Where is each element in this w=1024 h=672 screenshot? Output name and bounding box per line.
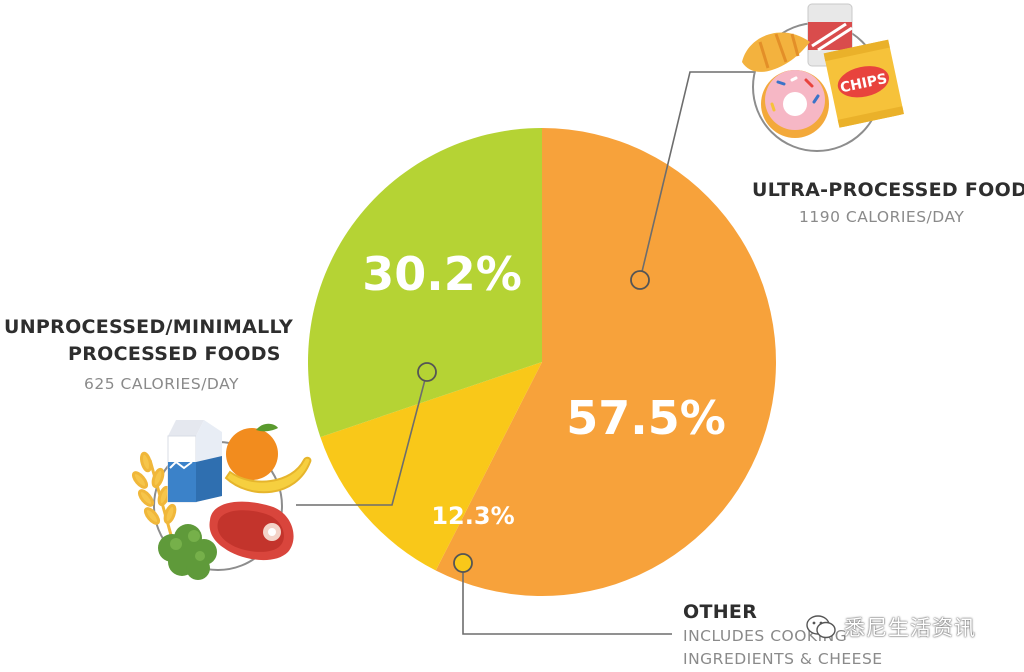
other-title: OTHER xyxy=(683,601,758,623)
wechat-icon xyxy=(806,615,836,639)
watermark-text: 悉尼生活资讯 xyxy=(844,616,976,640)
unprocessed-subtitle: 625 CALORIES/DAY xyxy=(84,375,239,393)
pie-slice-other xyxy=(320,362,542,571)
pie-slice-ultra-processed xyxy=(435,128,776,596)
unprocessed-leader-line xyxy=(296,371,428,506)
pct-label-unprocessed: 30.2% xyxy=(362,247,522,301)
leader-lines xyxy=(296,71,754,635)
ultra-leader-line xyxy=(639,71,754,281)
other-leader-line xyxy=(462,563,672,635)
ultra-processed-foods-icon: CHIPS xyxy=(742,3,904,152)
unprocessed-title-line1: UNPROCESSED/MINIMALLY xyxy=(4,316,294,338)
pct-label-ultra: 57.5% xyxy=(566,391,726,445)
ultra-title: ULTRA-PROCESSED FOODS xyxy=(752,179,1024,201)
ultra-subtitle: 1190 CALORIES/DAY xyxy=(799,208,965,226)
other-subtitle-line2: INGREDIENTS & CHEESE xyxy=(683,650,883,668)
unprocessed-marker xyxy=(417,362,437,382)
unprocessed-foods-icon xyxy=(131,420,312,580)
watermark: 悉尼生活资讯 xyxy=(806,612,976,642)
unprocessed-title-line2: PROCESSED FOODS xyxy=(68,343,281,365)
pie-slice-unprocessed xyxy=(308,128,542,438)
other-subtitle-line1: INCLUDES COOKING xyxy=(683,627,848,645)
other-marker xyxy=(453,553,473,573)
ultra-marker xyxy=(630,270,650,290)
pct-label-other: 12.3% xyxy=(431,502,514,530)
